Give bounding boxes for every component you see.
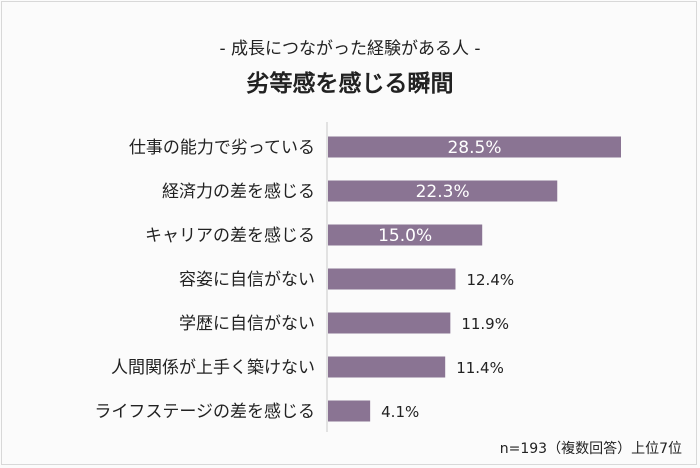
- bar: [328, 356, 446, 378]
- chart-title: 劣等感を感じる瞬間: [246, 71, 454, 97]
- bar: [328, 400, 371, 422]
- sample-note: n=193（複数回答）上位7位: [499, 441, 682, 457]
- category-label: 容姿に自信がない: [179, 270, 315, 290]
- category-label: 人間関係が上手く築けない: [111, 358, 315, 378]
- data-label: 12.4%: [466, 271, 514, 289]
- bar: [328, 268, 456, 290]
- data-label: 11.9%: [461, 315, 509, 333]
- data-label: 22.3%: [416, 182, 470, 202]
- bar: [328, 312, 451, 334]
- data-label: 28.5%: [447, 138, 501, 158]
- bar: [328, 180, 558, 202]
- bar: [328, 224, 483, 246]
- category-label: 仕事の能力で劣っている: [129, 138, 315, 158]
- bar: [328, 136, 621, 158]
- category-label: ライフステージの差を感じる: [94, 402, 315, 422]
- data-label: 15.0%: [378, 226, 432, 246]
- category-label: 経済力の差を感じる: [162, 182, 315, 202]
- data-label: 4.1%: [381, 403, 419, 421]
- category-label: キャリアの差を感じる: [145, 226, 315, 246]
- chart-subtitle: - 成長につながった経験がある人 -: [219, 39, 481, 59]
- data-label: 11.4%: [456, 359, 504, 377]
- category-label: 学歴に自信がない: [179, 314, 315, 334]
